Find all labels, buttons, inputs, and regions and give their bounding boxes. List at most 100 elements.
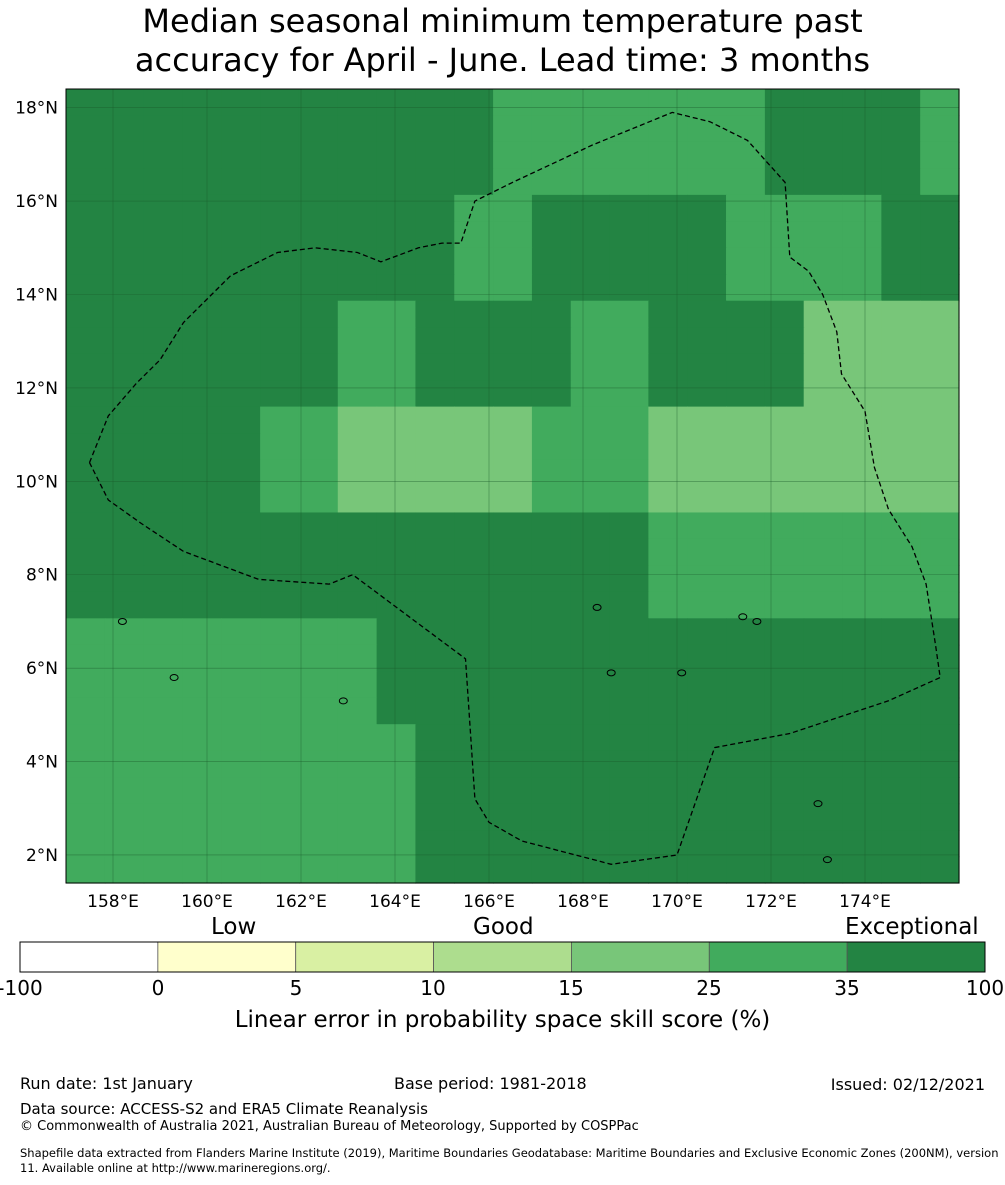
skill-cell <box>920 194 960 222</box>
skill-cell <box>803 512 844 540</box>
skill-cell <box>260 141 300 169</box>
skill-cell <box>66 486 106 514</box>
skill-cell <box>143 221 184 249</box>
skill-cell <box>920 115 960 143</box>
skill-cell <box>260 486 300 514</box>
skill-cell <box>881 830 921 858</box>
skill-cell <box>415 644 455 672</box>
skill-cell <box>221 697 261 725</box>
skill-cell <box>920 538 960 566</box>
skill-cell <box>221 644 261 672</box>
skill-cell <box>570 618 611 646</box>
skill-cell <box>454 406 494 434</box>
skill-cell <box>104 433 145 461</box>
skill-cell <box>609 433 649 461</box>
skill-cell <box>104 141 145 169</box>
skill-cell <box>221 565 261 593</box>
colorbar-label: Linear error in probability space skill … <box>234 1007 771 1033</box>
skill-cell <box>687 697 727 725</box>
skill-cell <box>531 512 572 540</box>
skill-cell <box>454 618 494 646</box>
skill-cell <box>415 141 455 169</box>
skill-cell <box>764 221 805 249</box>
skill-cell <box>609 724 649 752</box>
skill-cell <box>493 512 533 540</box>
skill-cell <box>182 459 222 487</box>
skill-cell <box>337 141 378 169</box>
skill-cell <box>104 380 145 408</box>
skill-cell <box>182 591 222 619</box>
skill-cell <box>687 353 727 381</box>
skill-cell <box>221 750 261 778</box>
skill-cell <box>298 644 339 672</box>
skill-cell <box>842 221 882 249</box>
skill-cell <box>415 697 455 725</box>
skill-cell <box>648 115 688 143</box>
colorbar-tick: 10 <box>420 976 446 1000</box>
skill-cell <box>376 803 417 831</box>
skill-cell <box>260 565 300 593</box>
skill-cell <box>337 89 378 117</box>
skill-cell <box>570 777 611 805</box>
skill-cell <box>842 777 882 805</box>
skill-cell <box>143 538 184 566</box>
skill-cell <box>920 247 960 275</box>
skill-cell <box>182 777 222 805</box>
skill-cell <box>920 406 960 434</box>
skill-cell <box>570 486 611 514</box>
skill-cell <box>415 168 455 196</box>
skill-cell <box>260 724 300 752</box>
skill-cell <box>920 618 960 646</box>
skill-cell <box>920 724 960 752</box>
skill-cell <box>842 194 882 222</box>
issued-date: Issued: 02/12/2021 <box>830 1075 985 1094</box>
skill-cell <box>648 247 688 275</box>
skill-cell <box>881 671 921 699</box>
skill-cell <box>337 803 378 831</box>
skill-cell <box>764 565 805 593</box>
skill-cell <box>454 274 494 302</box>
colorbar-segment <box>295 941 434 973</box>
skill-cell <box>803 433 844 461</box>
skill-cell <box>609 777 649 805</box>
skill-cell <box>842 591 882 619</box>
skill-cell <box>881 803 921 831</box>
skill-cell <box>920 512 960 540</box>
skill-cell <box>687 300 727 328</box>
skill-cell <box>493 671 533 699</box>
skill-cell <box>609 115 649 143</box>
skill-cell <box>221 300 261 328</box>
skill-cell <box>531 221 572 249</box>
skill-cell <box>842 380 882 408</box>
skill-cell <box>182 644 222 672</box>
skill-cell <box>764 777 805 805</box>
skill-cell <box>298 486 339 514</box>
skill-cell <box>337 724 378 752</box>
skill-cell <box>221 327 261 355</box>
skill-cell <box>570 300 611 328</box>
skill-cell <box>104 565 145 593</box>
skill-cell <box>415 406 455 434</box>
y-tick-label: 2°N <box>26 846 58 866</box>
map-title: Median seasonal minimum temperature past… <box>0 2 1005 80</box>
skill-cell <box>143 803 184 831</box>
skill-cell <box>337 327 378 355</box>
skill-cell <box>260 644 300 672</box>
skill-cell <box>221 194 261 222</box>
skill-cell <box>143 777 184 805</box>
skill-cell <box>609 512 649 540</box>
skill-cell <box>493 327 533 355</box>
skill-cell <box>66 115 106 143</box>
skill-cell <box>104 512 145 540</box>
skill-cell <box>842 618 882 646</box>
skill-cell <box>221 830 261 858</box>
skill-cell <box>182 724 222 752</box>
skill-cell <box>260 830 300 858</box>
skill-cell <box>493 803 533 831</box>
x-tick-label: 162°E <box>275 892 327 912</box>
skill-cell <box>260 274 300 302</box>
skill-cell <box>764 697 805 725</box>
skill-cell <box>609 300 649 328</box>
skill-cell <box>298 221 339 249</box>
skill-cell <box>182 327 222 355</box>
